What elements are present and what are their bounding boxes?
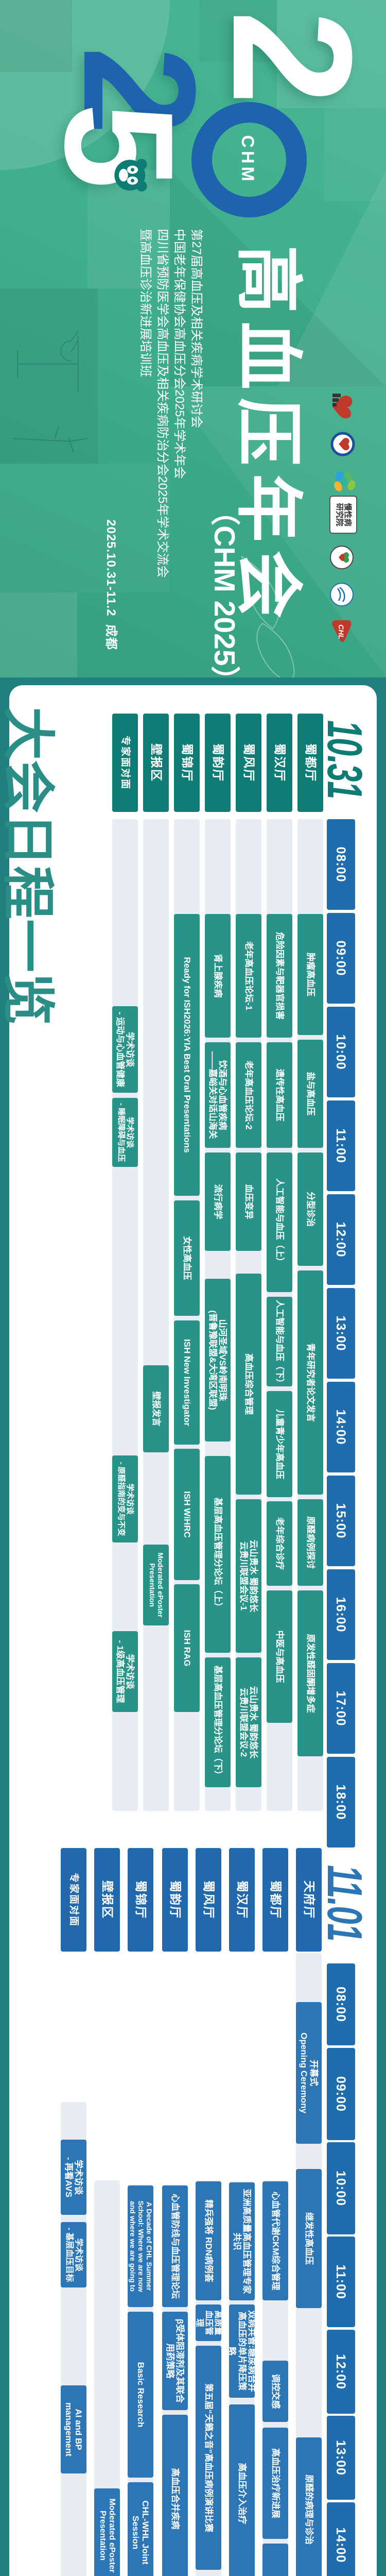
svg-text:CHL: CHL (337, 624, 345, 639)
